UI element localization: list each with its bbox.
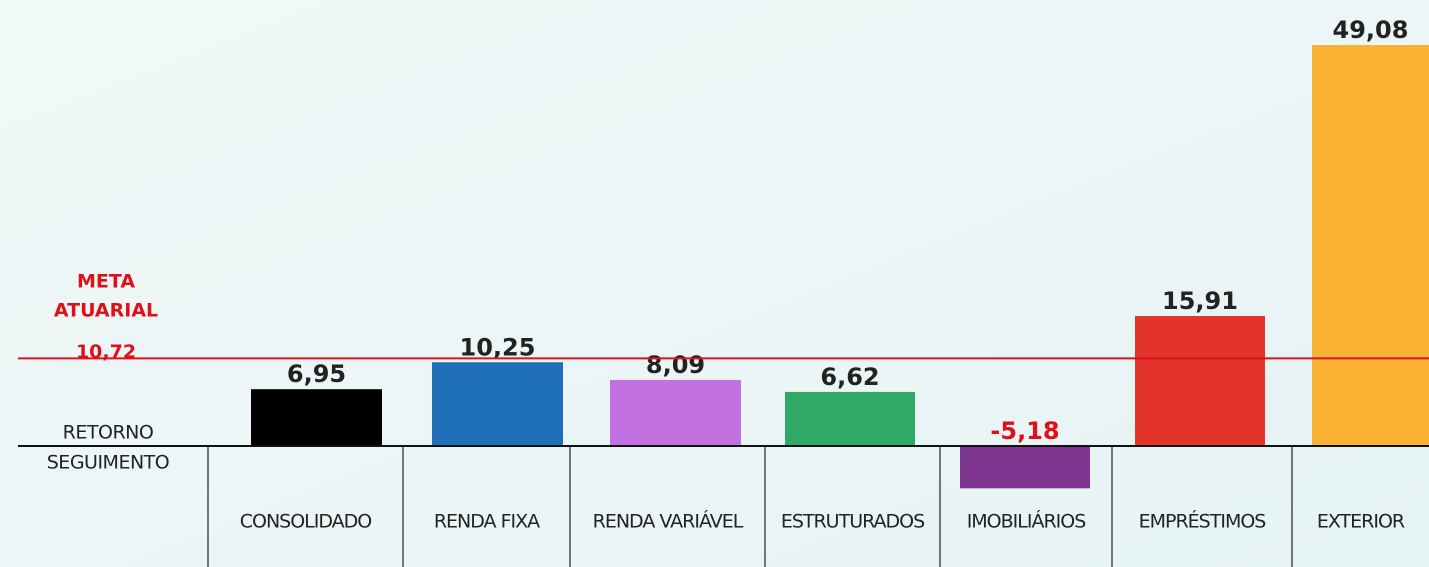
x-tick-label: IMOBILIÁRIOS [967,510,1086,533]
bar [432,362,563,446]
bar [610,379,741,446]
bar [1135,316,1265,446]
bar [1312,45,1429,446]
target-value-label: 10,72 [76,341,136,363]
target-label: ATUARIAL [54,300,158,322]
x-tick-label: CONSOLIDADO [240,511,372,533]
row-label: RETORNO [63,422,154,444]
bar [960,446,1090,489]
value-label: 8,09 [646,351,705,379]
x-tick-label: ESTRUTURADOS [781,511,924,533]
value-label: -5,18 [990,417,1059,445]
bar [251,389,382,446]
row-label: SEGUIMENTO [47,452,169,474]
x-tick-label: EXTERIOR [1317,511,1405,533]
value-label: 10,25 [460,333,536,361]
x-tick-label: EMPRÉSTIMOS [1139,510,1266,533]
x-tick-label: RENDA VARIÁVEL [593,510,744,533]
target-label: META [77,271,135,293]
x-tick-label: RENDA FIXA [434,511,540,533]
value-label: 15,91 [1162,287,1238,315]
bar [785,391,915,446]
value-label: 49,08 [1333,16,1409,44]
value-label: 6,62 [820,363,879,391]
value-label: 6,95 [287,360,346,388]
